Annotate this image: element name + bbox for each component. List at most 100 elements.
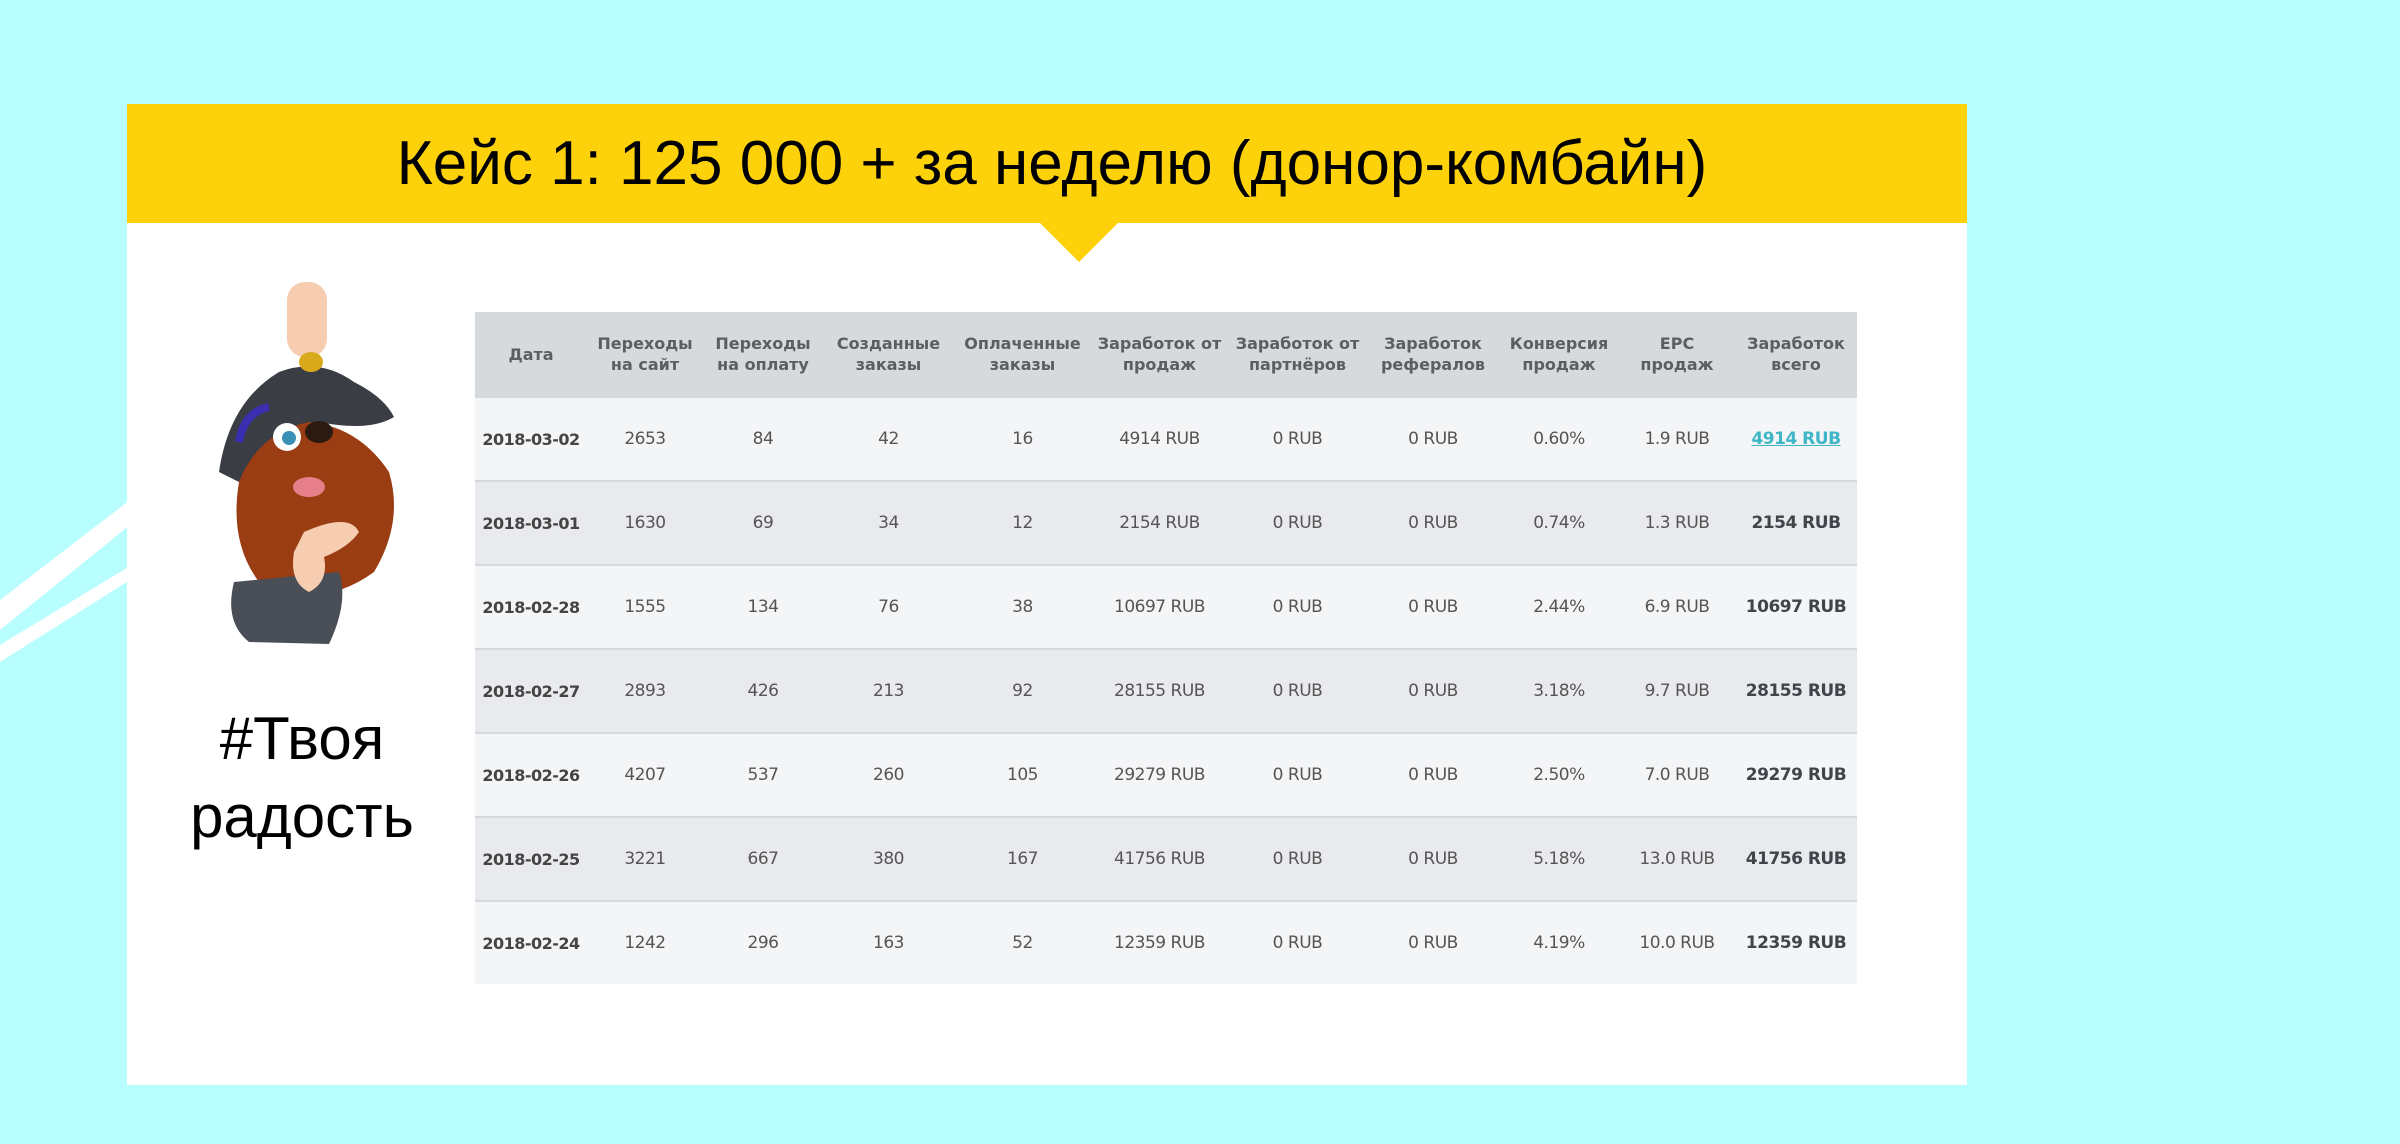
slide-title: Кейс 1: 125 000 + за неделю (донор-комба… [396,129,1708,198]
table-cell: 134 [703,564,823,649]
table-cell: 3.18% [1499,648,1619,733]
tagline-line-2: радость [190,783,414,850]
table-cell: 0 RUB [1228,480,1367,565]
table-cell: 213 [823,648,954,733]
table-cell: 426 [703,648,823,733]
table-cell: 0 RUB [1228,396,1367,481]
table-cell: 0.60% [1499,396,1619,481]
column-header[interactable]: Дата [475,312,587,397]
cell-total: 2154 RUB [1735,480,1857,565]
table-row: 2018-02-26 4207 537 260 105 29279 RUB 0 RUB 0 R… [475,732,1857,817]
column-header[interactable]: Созданные заказы [823,312,954,397]
table-cell: 105 [954,732,1091,817]
table-row: 2018-02-25 3221 667 380 167 41756 RUB 0 RUB 0 R… [475,816,1857,901]
table-cell: 38 [954,564,1091,649]
table-cell: 42 [823,396,954,481]
table-cell: 92 [954,648,1091,733]
pirate-mascot-icon [219,282,394,644]
table-cell: 29279 RUB [1091,732,1228,817]
table-cell: 0 RUB [1367,480,1499,565]
table-cell: 2154 RUB [1091,480,1228,565]
slide: Кейс 1: 125 000 + за неделю (донор-комба… [127,104,1967,1085]
table-cell: 34 [823,480,954,565]
table-cell: 260 [823,732,954,817]
cell-total: 28155 RUB [1735,648,1857,733]
table-cell: 13.0 RUB [1619,816,1735,901]
tagline-line-1: #Твоя [219,705,385,772]
column-header[interactable]: Заработок всего [1735,312,1857,397]
title-banner: Кейс 1: 125 000 + за неделю (донор-комба… [127,104,1967,223]
column-header[interactable]: Конверсия продаж [1499,312,1619,397]
table-cell: 2.44% [1499,564,1619,649]
table-cell: 4207 [587,732,703,817]
table-cell: 41756 RUB [1091,816,1228,901]
table-cell: 0 RUB [1228,900,1367,984]
table-cell: 9.7 RUB [1619,648,1735,733]
table-cell: 5.18% [1499,816,1619,901]
table-cell: 28155 RUB [1091,648,1228,733]
table-cell: 167 [954,816,1091,901]
column-header[interactable]: Оплаченные заказы [954,312,1091,397]
table-cell: 6.9 RUB [1619,564,1735,649]
cell-date: 2018-02-24 [475,900,587,984]
table-cell: 3221 [587,816,703,901]
table-cell: 0 RUB [1367,396,1499,481]
table-cell: 0 RUB [1367,816,1499,901]
table-cell: 1.9 RUB [1619,396,1735,481]
table-cell: 69 [703,480,823,565]
table-cell: 12 [954,480,1091,565]
table-cell: 16 [954,396,1091,481]
table-cell: 1555 [587,564,703,649]
table-cell: 163 [823,900,954,984]
cell-total: 29279 RUB [1735,732,1857,817]
column-header[interactable]: Переходы на оплату [703,312,823,397]
cell-date: 2018-02-26 [475,732,587,817]
table-cell: 10697 RUB [1091,564,1228,649]
table-cell: 52 [954,900,1091,984]
column-header[interactable]: EPC продаж [1619,312,1735,397]
background-stripes [0,500,130,662]
table-cell: 12359 RUB [1091,900,1228,984]
table-row: 2018-02-27 2893 426 213 92 28155 RUB 0 RUB 0 RU… [475,648,1857,733]
table-cell: 0 RUB [1367,564,1499,649]
table-cell: 4914 RUB [1091,396,1228,481]
table-cell: 0 RUB [1367,732,1499,817]
table-cell: 1630 [587,480,703,565]
table-row: 2018-03-01 1630 69 34 12 2154 RUB 0 RUB 0 RUB 0.… [475,480,1857,565]
table-cell: 2893 [587,648,703,733]
table-cell: 667 [703,816,823,901]
banner-pointer [1040,223,1118,262]
cell-date: 2018-02-27 [475,648,587,733]
total-link[interactable]: 4914 RUB [1751,429,1841,449]
table-cell: 0 RUB [1367,648,1499,733]
cell-date: 2018-03-01 [475,480,587,565]
column-header[interactable]: Заработок от партнёров [1228,312,1367,397]
column-header[interactable]: Заработок рефералов [1367,312,1499,397]
cell-date: 2018-02-25 [475,816,587,901]
table-cell: 7.0 RUB [1619,732,1735,817]
cell-total: 10697 RUB [1735,564,1857,649]
table-cell: 0 RUB [1367,900,1499,984]
table-row: 2018-03-02 2653 84 42 16 4914 RUB 0 RUB 0 RUB 0.… [475,396,1857,481]
table-cell: 10.0 RUB [1619,900,1735,984]
cell-total: 41756 RUB [1735,816,1857,901]
table-cell: 537 [703,732,823,817]
cell-date: 2018-02-28 [475,564,587,649]
tagline: #Твоя радость [167,700,437,856]
column-header[interactable]: Заработок от продаж [1091,312,1228,397]
table-row: 2018-02-28 1555 134 76 38 10697 RUB 0 RUB 0 RUB… [475,564,1857,649]
table-cell: 0 RUB [1228,732,1367,817]
table-cell: 84 [703,396,823,481]
table-cell: 0.74% [1499,480,1619,565]
table-cell: 4.19% [1499,900,1619,984]
table-cell: 0 RUB [1228,648,1367,733]
column-header[interactable]: Переходы на сайт [587,312,703,397]
table-row: 2018-02-24 1242 296 163 52 12359 RUB 0 RUB 0 RU… [475,900,1857,984]
table-cell: 380 [823,816,954,901]
cell-total: 4914 RUB [1735,396,1857,481]
table-cell: 0 RUB [1228,816,1367,901]
cell-total: 12359 RUB [1735,900,1857,984]
table-cell: 1.3 RUB [1619,480,1735,565]
table-cell: 1242 [587,900,703,984]
table-cell: 2.50% [1499,732,1619,817]
